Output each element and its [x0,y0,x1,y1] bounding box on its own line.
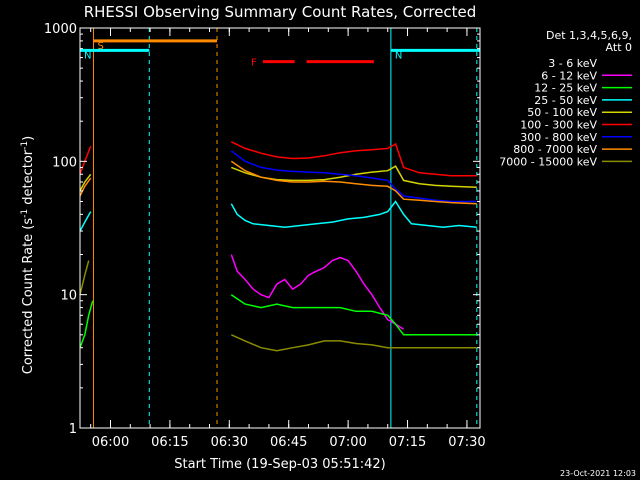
plot-frame [79,27,481,429]
series-line-12-25-kev [230,294,477,336]
series-line-800-7000-kev [79,177,92,197]
y-tick-label: 10 [60,289,77,304]
x-axis-label: Start Time (19-Sep-03 05:51:42) [174,457,385,472]
series-line-25-50-kev [230,200,477,229]
footer-timestamp: 23-Oct-2021 12:03 [560,469,636,478]
series-line-300-800-kev [230,150,477,203]
legend-label-7000-15000-kev: 7000 - 15000 keV [499,155,597,168]
y-axis-label-part: ) [21,136,36,141]
state-bar-label: S [97,41,103,52]
series-line-6-12-kev [230,254,405,330]
legend-label-12-25-kev: 12 - 25 keV [534,82,597,95]
legend-label-3-6-kev: 3 - 6 keV [548,57,597,70]
legend-label-100-300-kev: 100 - 300 keV [520,119,597,132]
x-tick-label: 06:00 [92,435,129,450]
x-tick-label: 06:30 [211,435,248,450]
x-tick-label: 07:15 [389,435,426,450]
x-tick-label: 06:15 [151,435,188,450]
y-axis-label-part: -1 [20,141,30,150]
x-tick-label: 07:30 [448,435,485,450]
flare-bar-label: F [251,58,257,69]
state-bar-label: N [395,50,402,61]
x-tick-label: 06:45 [270,435,307,450]
series-line-100-300-kev [230,141,477,177]
legend-label-300-800-kev: 300 - 800 keV [520,131,597,144]
chart-title: RHESSI Observing Summary Count Rates, Co… [84,3,477,21]
legend-label-50-100-kev: 50 - 100 keV [527,106,597,119]
series-line-800-7000-kev [230,160,477,205]
legend-label-6-12-kev: 6 - 12 keV [541,69,597,82]
y-axis-label-part: Corrected Count Rate (s [21,218,36,375]
y-tick-label: 100 [52,155,77,170]
legend-label-800-7000-kev: 800 - 7000 keV [513,143,597,156]
series-line-7000-15000-kev [230,334,477,352]
y-tick-label: 1 [69,422,77,437]
series-line-12-25-kev [79,300,94,348]
x-axis: 06:00 06:15 06:30 06:45 07:00 07:15 07:30 [90,28,486,450]
y-axis-label: Corrected Count Rate (s-1 detector-1) [20,136,36,374]
series-line-50-100-kev [79,173,92,192]
y-axis-label-part: detector [21,149,36,209]
y-tick-label: 1000 [44,22,77,37]
series-line-25-50-kev [79,211,92,232]
series-line-7000-15000-kev [79,260,90,295]
legend-header: Att 0 [606,41,632,54]
legend-label-25-50-kev: 25 - 50 keV [534,94,597,107]
y-axis-label-part: -1 [20,209,30,218]
state-bar-label: N [84,50,91,61]
legend-header: Det 1,3,4,5,6,9, [546,29,632,42]
y-axis: 1 10 100 1000 [44,22,480,437]
x-tick-label: 07:00 [329,435,366,450]
